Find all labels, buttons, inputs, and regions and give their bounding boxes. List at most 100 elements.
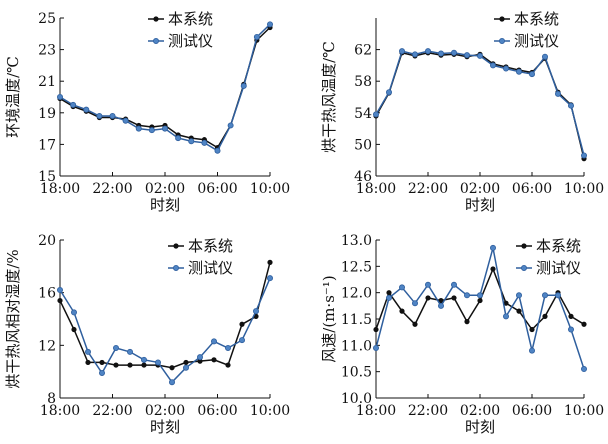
y-tick-label: 62	[354, 43, 372, 59]
data-point	[412, 321, 418, 327]
data-point	[373, 326, 379, 333]
data-point	[372, 344, 379, 351]
data-point	[225, 362, 231, 368]
data-point	[267, 259, 273, 265]
data-point	[175, 135, 182, 142]
x-tick-label: 02:00	[460, 403, 500, 419]
data-point	[398, 284, 405, 291]
data-point	[385, 294, 392, 301]
data-point	[555, 292, 562, 299]
data-point	[581, 152, 588, 159]
chart-4: 10.0 10.5 11.0 11.5 12.0 12.5 13.0 18:00 22:00 02…	[320, 233, 604, 436]
data-point	[489, 62, 496, 69]
y-tick-label: 12	[38, 338, 56, 354]
x-tick-label: 06:00	[197, 403, 237, 419]
data-point	[266, 21, 273, 28]
y-tick-label: 10.0	[341, 391, 372, 407]
legend-label: 测试仪	[536, 259, 581, 277]
x-tick-label: 18:00	[356, 403, 396, 419]
legend-marker	[521, 243, 527, 249]
data-point	[502, 65, 509, 72]
data-point	[438, 297, 444, 304]
data-point	[490, 266, 496, 272]
x-axis-title: 时刻	[465, 196, 495, 214]
legend-label: 本系统	[514, 10, 559, 28]
data-point	[154, 359, 161, 366]
x-tick-label: 22:00	[92, 403, 132, 419]
data-point	[398, 48, 405, 55]
data-point	[227, 122, 234, 129]
y-tick-label: 8	[47, 391, 56, 407]
data-point	[85, 348, 92, 355]
data-point	[581, 366, 588, 373]
data-point	[99, 359, 105, 366]
data-point	[542, 313, 548, 319]
data-point	[135, 125, 142, 132]
data-point	[476, 52, 483, 59]
x-tick-label: 10:00	[250, 181, 290, 197]
data-point	[122, 117, 129, 124]
data-point	[463, 292, 470, 299]
data-point	[113, 344, 120, 351]
data-point	[71, 309, 78, 316]
data-point	[529, 326, 535, 333]
data-point	[252, 308, 259, 315]
data-point	[140, 356, 147, 363]
x-tick-label: 02:00	[145, 403, 185, 419]
data-point	[266, 275, 273, 282]
data-point	[464, 319, 470, 325]
data-point	[516, 68, 523, 75]
data-point	[386, 290, 392, 296]
legend-label: 测试仪	[168, 32, 213, 50]
x-tick-label: 22:00	[92, 181, 132, 197]
data-point	[169, 365, 175, 371]
data-point	[127, 348, 134, 355]
data-point	[568, 313, 574, 319]
x-axis-title: 时刻	[465, 418, 495, 436]
data-point	[529, 347, 536, 354]
data-point	[85, 359, 91, 366]
series-line	[59, 277, 271, 384]
legend-marker	[172, 264, 179, 271]
y-tick-label: 16	[38, 286, 56, 302]
y-tick-label: 11.0	[341, 338, 372, 354]
data-point	[83, 106, 90, 113]
x-tick-label: 18:00	[356, 181, 396, 197]
data-point	[70, 101, 77, 108]
data-point	[188, 138, 195, 145]
series-tester	[57, 275, 273, 386]
y-tick-label: 23	[38, 43, 56, 59]
y-tick-label: 13.0	[341, 233, 372, 249]
data-point	[516, 308, 522, 314]
x-axis-title: 时刻	[150, 418, 180, 436]
data-point	[224, 344, 231, 351]
data-point	[529, 71, 536, 78]
legend-label: 测试仪	[514, 32, 559, 50]
data-point	[542, 292, 549, 299]
x-tick-label: 10:00	[564, 403, 604, 419]
y-tick-label: 15	[38, 169, 56, 185]
data-point	[57, 297, 63, 304]
y-tick-label: 21	[38, 74, 56, 90]
y-tick-label: 11.5	[341, 312, 372, 328]
data-point	[477, 297, 483, 304]
data-point	[183, 359, 189, 366]
y-tick-label: 25	[38, 11, 56, 27]
data-point	[437, 302, 444, 309]
y-axis-title: 烘干热风温度/℃	[320, 41, 338, 153]
data-point	[161, 125, 168, 132]
chart-1: 15 17 19 21 23 25 18:00 22:00 02:00 06:00 10:00 时刻 环…	[4, 10, 290, 214]
data-point	[182, 364, 189, 371]
data-point	[463, 52, 470, 59]
legend-marker	[152, 38, 159, 45]
data-point	[568, 102, 575, 109]
data-point	[581, 321, 587, 327]
series-line	[375, 50, 585, 156]
data-point	[214, 147, 221, 154]
data-point	[425, 295, 431, 301]
data-point	[568, 326, 575, 333]
data-point	[411, 51, 418, 58]
